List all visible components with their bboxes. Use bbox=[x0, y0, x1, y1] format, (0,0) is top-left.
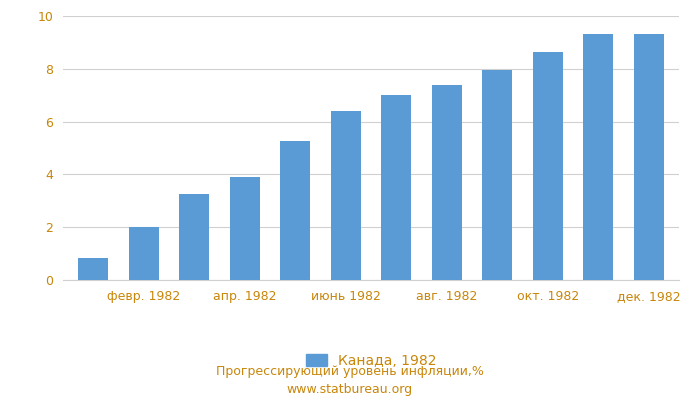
Legend: Канада, 1982: Канада, 1982 bbox=[300, 348, 442, 373]
Text: www.statbureau.org: www.statbureau.org bbox=[287, 383, 413, 396]
Text: Прогрессирующий уровень инфляции,%: Прогрессирующий уровень инфляции,% bbox=[216, 365, 484, 378]
Bar bbox=[129, 227, 159, 280]
Bar bbox=[230, 177, 260, 280]
Bar bbox=[432, 85, 462, 280]
Bar bbox=[280, 141, 310, 280]
Bar bbox=[533, 52, 563, 280]
Bar bbox=[583, 34, 613, 280]
Bar bbox=[482, 70, 512, 280]
Bar bbox=[78, 258, 108, 280]
Bar bbox=[179, 194, 209, 280]
Bar bbox=[634, 34, 664, 280]
Bar bbox=[381, 95, 412, 280]
Bar bbox=[330, 111, 361, 280]
